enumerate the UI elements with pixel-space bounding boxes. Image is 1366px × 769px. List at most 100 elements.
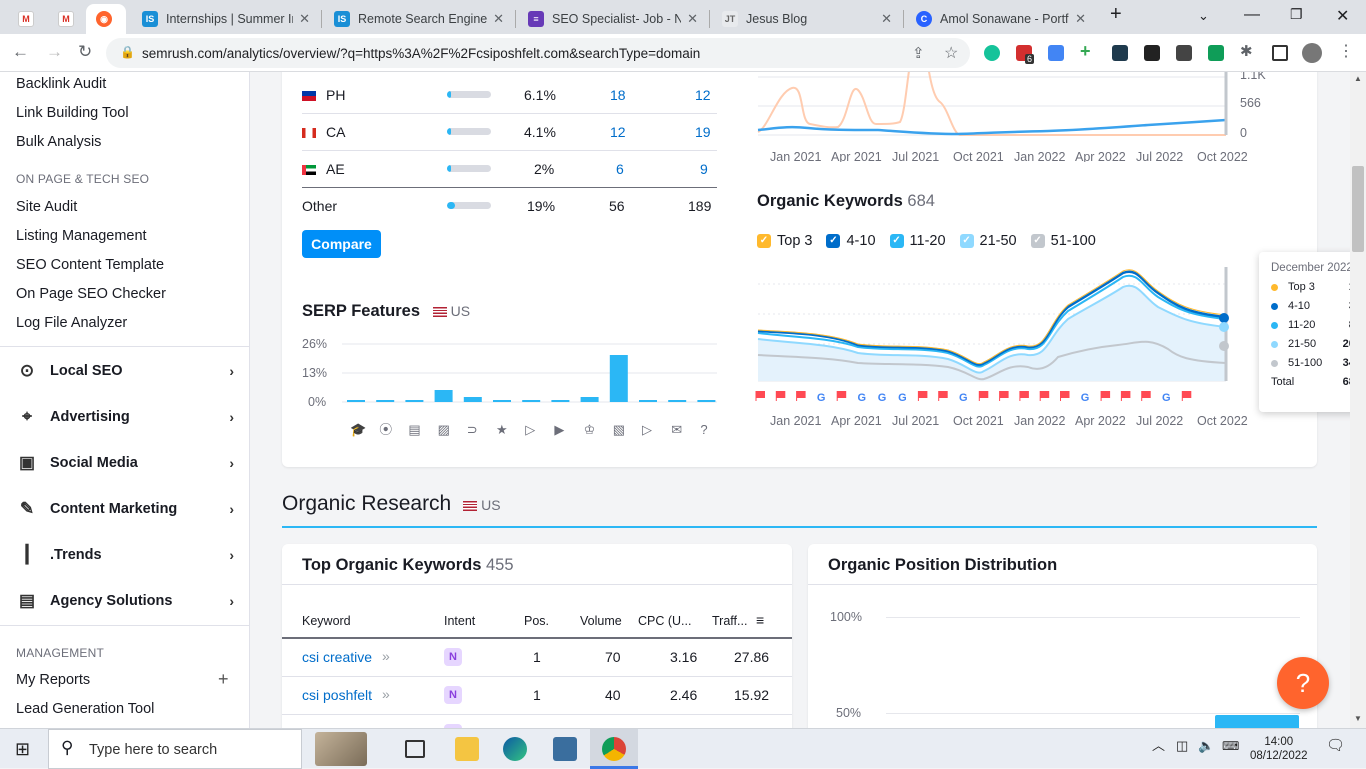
scrollbar-thumb[interactable]: [1352, 166, 1364, 252]
volume-icon[interactable]: 🔈: [1198, 738, 1215, 753]
column-header-volume[interactable]: Volume: [580, 614, 622, 628]
traffic-link[interactable]: 19: [695, 124, 711, 140]
main-content: PH 6.1% 18 12 CA 4.1% 12 19 AE 2% 6 9 Ot…: [250, 72, 1350, 728]
clock[interactable]: 14:00 08/12/2022: [1250, 736, 1308, 762]
close-icon[interactable]: ✕: [493, 11, 504, 26]
tray-chevron-icon[interactable]: ︿: [1152, 738, 1166, 753]
extension-icon[interactable]: [1208, 45, 1224, 61]
column-header-traffic[interactable]: Traff...: [712, 614, 748, 628]
restore-icon[interactable]: ❐: [1290, 6, 1303, 22]
sidebar-item-social-media[interactable]: ▣ Social Media ›: [16, 445, 234, 481]
sort-icon[interactable]: ≡: [756, 612, 765, 628]
sidebar-item-seo-content-template[interactable]: SEO Content Template: [16, 257, 165, 273]
extension-icon[interactable]: [1048, 45, 1064, 61]
taskbar-search-box[interactable]: ⚲ Type here to search: [48, 729, 367, 769]
keywords-link[interactable]: 18: [610, 87, 626, 103]
sidebar-item-local-seo[interactable]: ⊙ Local SEO ›: [16, 353, 234, 389]
close-icon[interactable]: ✕: [299, 11, 310, 26]
close-icon[interactable]: ✕: [1075, 11, 1086, 26]
help-button[interactable]: ?: [1277, 657, 1329, 709]
traffic-link[interactable]: 9: [700, 161, 708, 177]
column-header-intent[interactable]: Intent: [444, 614, 476, 628]
close-icon[interactable]: ✕: [881, 11, 892, 26]
sidepanel-icon[interactable]: [1272, 45, 1288, 61]
sidebar-item-on-page-seo-checker[interactable]: On Page SEO Checker: [16, 286, 166, 302]
url-bar[interactable]: 🔒 semrush.com/analytics/overview/?q=http…: [106, 38, 970, 68]
keyword-link[interactable]: csi creative: [302, 649, 373, 665]
filter-top3-checkbox[interactable]: ✓ Top 3: [757, 233, 812, 249]
sidebar-item-lead-generation[interactable]: Lead Generation Tool: [16, 701, 155, 717]
filter-4-10-checkbox[interactable]: ✓ 4-10: [826, 233, 876, 249]
menu-icon[interactable]: ⋮: [1338, 43, 1354, 60]
windows-start-icon[interactable]: ⊞: [15, 739, 31, 759]
flag-marker-icon: [979, 391, 989, 398]
tab-remote-seo[interactable]: IS Remote Search Engine O ✕: [324, 4, 514, 34]
sidebar-item-content-marketing[interactable]: ✎ Content Marketing ›: [16, 491, 234, 527]
notification-icon[interactable]: 🗨: [1326, 737, 1346, 754]
page-scrollbar[interactable]: ▲ ▼: [1350, 72, 1366, 728]
sidebar-item-site-audit[interactable]: Site Audit: [16, 199, 78, 215]
reload-icon[interactable]: ↻: [78, 42, 93, 61]
chevrons-icon[interactable]: »: [382, 686, 390, 702]
window-close-icon[interactable]: ✕: [1336, 8, 1350, 25]
sidebar-item-listing-management[interactable]: Listing Management: [16, 228, 147, 244]
sidebar-item-backlink-audit[interactable]: Backlink Audit: [16, 76, 107, 92]
sidebar-item-bulk-analysis[interactable]: Bulk Analysis: [16, 134, 102, 150]
keyword-link[interactable]: csi poshfelt: [302, 687, 373, 703]
sidebar-item-link-building[interactable]: Link Building Tool: [16, 105, 129, 121]
keywords-link[interactable]: 6: [616, 161, 624, 177]
file-explorer-icon[interactable]: [455, 737, 479, 761]
forward-icon[interactable]: →: [46, 42, 63, 61]
add-extension-icon[interactable]: +: [1080, 41, 1091, 61]
filter-21-50-checkbox[interactable]: ✓ 21-50: [959, 233, 1017, 249]
column-header-position[interactable]: Pos.: [524, 614, 550, 628]
calculator-icon[interactable]: [553, 737, 577, 761]
country-row-ph[interactable]: PH 6.1% 18 12: [302, 77, 717, 114]
minimize-icon[interactable]: —: [1244, 6, 1260, 23]
sidebar-item-agency-solutions[interactable]: ▤ Agency Solutions ›: [16, 583, 234, 619]
tab-search-icon[interactable]: ⌄: [1198, 8, 1209, 23]
sidebar-item-my-reports[interactable]: My Reports: [16, 672, 91, 688]
extension-icon[interactable]: [1144, 45, 1160, 61]
chrome-icon[interactable]: [602, 737, 626, 761]
extension-icon[interactable]: [1176, 45, 1192, 61]
tab-internships[interactable]: IS Internships | Summer Int ✕: [132, 4, 320, 34]
edge-icon[interactable]: [503, 737, 527, 761]
country-row-ca[interactable]: CA 4.1% 12 19: [302, 114, 717, 151]
serp-bar: [609, 355, 628, 402]
task-view-icon[interactable]: [405, 740, 425, 758]
close-icon[interactable]: ✕: [687, 11, 698, 26]
share-icon[interactable]: ⇪: [912, 45, 925, 62]
column-header-keyword[interactable]: Keyword: [302, 614, 351, 628]
add-report-icon[interactable]: +: [218, 669, 229, 689]
sidebar-item-log-file-analyzer[interactable]: Log File Analyzer: [16, 315, 128, 331]
extension-icon[interactable]: [1112, 45, 1128, 61]
tab-gmail-2[interactable]: M: [48, 4, 84, 34]
compare-button[interactable]: Compare: [302, 230, 381, 258]
puzzle-icon[interactable]: ✱: [1240, 43, 1253, 60]
tab-amol-portfolio[interactable]: C Amol Sonawane - Portfo ✕: [906, 4, 1096, 34]
profile-avatar[interactable]: [1302, 43, 1322, 63]
keywords-link[interactable]: 12: [610, 124, 626, 140]
tab-gmail-1[interactable]: M: [8, 4, 44, 34]
filter-11-20-checkbox[interactable]: ✓ 11-20: [889, 233, 946, 249]
url-text[interactable]: semrush.com/analytics/overview/?q=https%…: [142, 46, 701, 61]
column-header-cpc[interactable]: CPC (U...: [638, 614, 692, 628]
chevrons-icon[interactable]: »: [382, 648, 390, 664]
bookmark-star-icon[interactable]: ☆: [944, 45, 959, 62]
language-icon[interactable]: ⌨: [1222, 739, 1240, 753]
back-icon[interactable]: ←: [12, 42, 29, 61]
new-tab-icon[interactable]: +: [1110, 3, 1122, 25]
tab-seo-specialist[interactable]: ≡ SEO Specialist- Job - Nit ✕: [518, 4, 708, 34]
flag-marker-icon: [837, 391, 847, 398]
network-icon[interactable]: ◫: [1176, 738, 1189, 753]
country-row-ae[interactable]: AE 2% 6 9: [302, 151, 717, 188]
tab-jesus-blog[interactable]: JT Jesus Blog ✕: [712, 4, 902, 34]
sidebar-item-advertising[interactable]: ⌖ Advertising ›: [16, 399, 234, 435]
grammarly-icon[interactable]: [984, 45, 1000, 61]
filter-51-100-checkbox[interactable]: ✓ 51-100: [1030, 233, 1096, 249]
traffic-link[interactable]: 12: [695, 87, 711, 103]
tab-semrush[interactable]: ◉: [86, 4, 126, 34]
sidebar-item-trends[interactable]: ┃ .Trends ›: [16, 537, 234, 573]
xtick: Jan 2022: [1014, 150, 1065, 162]
